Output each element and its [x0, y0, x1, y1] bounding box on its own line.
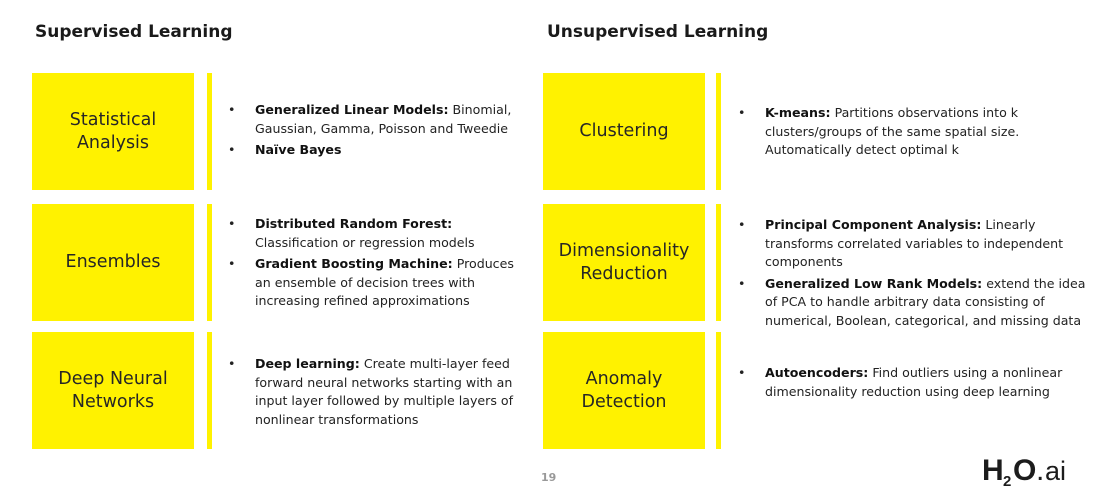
bullet-item: K-means: Partitions observations into k … [738, 104, 1094, 160]
bullet-description: extend the idea of PCA to handle arbitra… [765, 275, 1086, 328]
category-label-line: Clustering [579, 121, 669, 141]
supervised-divider-bar [207, 73, 212, 190]
bullet-item: Distributed Random Forest: Classificatio… [228, 215, 518, 252]
unsupervised-bullet-list: Autoencoders: Find outliers using a nonl… [738, 364, 1094, 404]
bullet-description: Partitions observations into k clusters/… [765, 105, 1020, 157]
unsupervised-heading: Unsupervised Learning [547, 22, 769, 42]
bullet-description: Classification or regression models [255, 234, 475, 250]
category-label-line: Reduction [580, 263, 668, 284]
bullet-description: Linearly transforms correlated variables… [765, 217, 1064, 269]
logo-o: O [1013, 454, 1036, 487]
supervised-bullet-list: Distributed Random Forest: Classificatio… [228, 215, 518, 314]
supervised-category-box: Statistical Analysis [32, 73, 194, 190]
bullet-description: Binomial, Gaussian, Gamma, Poisson and T… [255, 102, 512, 136]
category-label-line: Deep Neural [58, 368, 168, 389]
logo-dot: . [1036, 454, 1044, 487]
unsupervised-bullet-list: K-means: Partitions observations into k … [738, 104, 1094, 163]
unsupervised-category-box: Dimensionality Reduction [543, 204, 705, 321]
unsupervised-bullet-list: Principal Component Analysis: Linearly t… [738, 216, 1094, 333]
category-label-line: Anomaly [585, 368, 663, 389]
bullet-term: Naïve Bayes [255, 142, 342, 157]
bullet-item: Deep learning: Create multi-layer feed f… [228, 355, 518, 429]
supervised-bullet-list: Deep learning: Create multi-layer feed f… [228, 355, 518, 432]
bullet-item: Naïve Bayes [228, 141, 518, 160]
category-label-line: Detection [581, 391, 667, 412]
supervised-bullet-list: Generalized Linear Models: Binomial, Gau… [228, 101, 518, 163]
bullet-term: K-means: [765, 105, 831, 120]
unsupervised-divider-bar [716, 204, 721, 321]
unsupervised-category-box: Clustering [543, 73, 705, 190]
bullet-term: Autoencoders: [765, 365, 869, 380]
logo-ai: ai [1045, 456, 1066, 486]
unsupervised-divider-bar [716, 332, 721, 449]
category-label-line: Networks [71, 391, 155, 412]
supervised-heading: Supervised Learning [35, 22, 233, 42]
logo-sub: 2 [1003, 473, 1011, 488]
supervised-category-box: Deep Neural Networks [32, 332, 194, 449]
supervised-category-box: Ensembles [32, 204, 194, 321]
bullet-item: Autoencoders: Find outliers using a nonl… [738, 364, 1094, 401]
logo-h: H [982, 454, 1004, 487]
bullet-description: Create multi-layer feed forward neural n… [255, 356, 514, 427]
bullet-term: Generalized Linear Models: [255, 102, 449, 117]
bullet-term: Distributed Random Forest: [255, 216, 453, 231]
bullet-item: Generalized Low Rank Models: extend the … [738, 275, 1094, 331]
category-label-line: Ensembles [65, 252, 161, 272]
bullet-item: Principal Component Analysis: Linearly t… [738, 216, 1094, 272]
bullet-term: Gradient Boosting Machine: [255, 256, 453, 271]
h2o-ai-logo: H 2 O . ai [982, 448, 1082, 492]
bullet-description: Find outliers using a nonlinear dimensio… [765, 365, 1063, 399]
unsupervised-divider-bar [716, 73, 721, 190]
supervised-divider-bar [207, 332, 212, 449]
category-label-line: Dimensionality [558, 240, 690, 261]
bullet-term: Generalized Low Rank Models: [765, 275, 983, 291]
bullet-description: Produces an ensemble of decision trees w… [255, 256, 514, 308]
supervised-divider-bar [207, 204, 212, 321]
bullet-term: Deep learning: [255, 356, 360, 371]
bullet-item: Gradient Boosting Machine: Produces an e… [228, 255, 518, 311]
bullet-item: Generalized Linear Models: Binomial, Gau… [228, 101, 518, 138]
unsupervised-category-box: Anomaly Detection [543, 332, 705, 449]
bullet-term: Principal Component Analysis: [765, 217, 982, 232]
page-number: 19 [541, 471, 557, 484]
category-label-line: Analysis [76, 132, 150, 153]
category-label-line: Statistical [69, 109, 157, 130]
